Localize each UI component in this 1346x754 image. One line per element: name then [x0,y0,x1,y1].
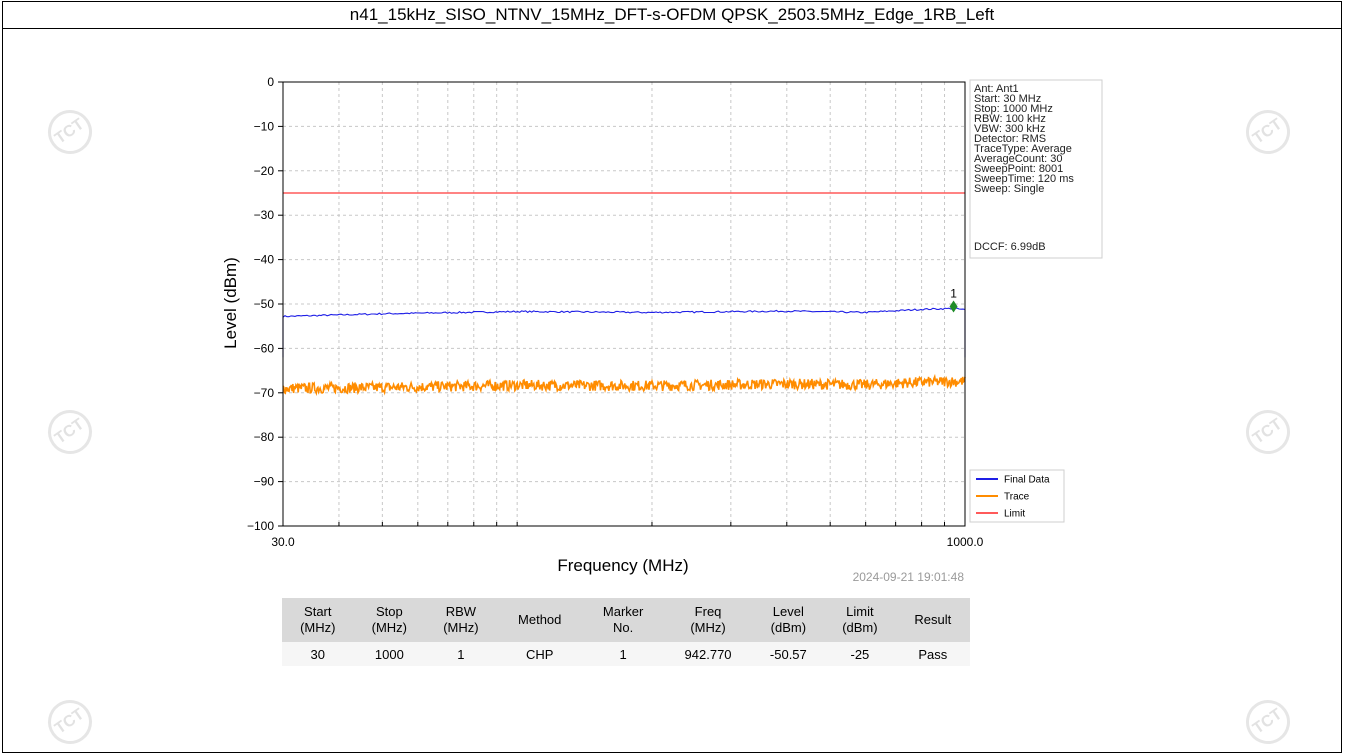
y-tick-label: 0 [267,75,274,89]
table-cell: -25 [824,642,896,666]
table-cell: 30 [282,642,354,666]
info-line: Detector: RMS [974,133,1046,145]
marker-label: 1 [950,287,957,301]
y-tick-label: −100 [247,519,274,533]
y-tick-label: −30 [254,208,275,222]
table-cell: 1 [425,642,497,666]
trace-series-line [282,373,966,397]
page-title: n41_15kHz_SISO_NTNV_15MHz_DFT-s-OFDM QPS… [349,5,995,24]
marker-diamond [949,300,958,313]
info-line: SweepPoint: 8001 [974,163,1063,175]
table-header-cell: Method [496,598,583,642]
y-axis-title: Level (dBm) [221,257,240,349]
info-line: VBW: 300 kHz [974,123,1045,135]
title-row: n41_15kHz_SISO_NTNV_15MHz_DFT-s-OFDM QPS… [2,1,1342,29]
info-line: RBW: 100 kHz [974,113,1046,125]
info-line: TraceType: Average [974,143,1072,155]
final-data-series-line [282,307,966,318]
table-header-cell: Marker No. [582,598,664,642]
legend-label: Trace [1004,492,1030,503]
info-box [969,79,1103,259]
info-line: SweepTime: 120 ms [974,173,1074,185]
table-header-cell: Freq (MHz) [663,598,753,642]
info-line: AverageCount: 30 [974,153,1062,165]
info-line: Stop: 1000 MHz [974,103,1053,115]
result-table: Start (MHz) Stop (MHz) RBW (MHz) Method Mark… [282,598,970,666]
table-header-cell: RBW (MHz) [425,598,497,642]
legend-label: Final Data [1004,475,1050,486]
table-header-cell: Level (dBm) [752,598,825,642]
grid-layer [283,81,965,527]
y-tick-label: −50 [254,297,275,311]
info-line: Start: 30 MHz [974,93,1041,105]
axis-layer: 0 −10 −20 −30 −40 −50 −60 −70 −80 −90 −100 30.0 1000… [247,75,984,549]
legend-label: Limit [1004,509,1025,520]
legend: Final Data Trace Limit [976,475,1050,520]
info-line: Sweep: Single [974,183,1044,195]
table-cell: Pass [895,642,970,666]
timestamp: 2024-09-21 19:01:48 [853,570,965,584]
table-header-cell: Start (MHz) [282,598,354,642]
y-tick-label: −90 [254,475,275,489]
table-cell: -50.57 [752,642,825,666]
table-cell: 1000 [353,642,426,666]
y-tick-label: −40 [254,253,275,267]
y-tick-label: −80 [254,430,275,444]
table-header-cell: Stop (MHz) [353,598,426,642]
dccf-label: DCCF: 6.99dB [974,241,1046,253]
y-tick-label: −60 [254,341,275,355]
y-tick-label: −70 [254,386,275,400]
result-table-header: Start (MHz) Stop (MHz) RBW (MHz) Method Mark… [282,598,970,642]
table-header-cell: Result [895,598,970,642]
table-cell: CHP [496,642,583,666]
x-tick-label: 1000.0 [947,535,984,549]
table-header-cell: Limit (dBm) [824,598,896,642]
series-layer: 1 [282,192,966,397]
table-row: 30 1000 1 CHP 1 942.770 -50.57 -25 Pass [282,642,970,666]
x-tick-label: 30.0 [271,535,295,549]
x-axis-title: Frequency (MHz) [557,556,688,575]
table-cell: 942.770 [663,642,753,666]
y-tick-label: −20 [254,164,275,178]
info-line: Ant: Ant1 [974,83,1019,95]
table-cell: 1 [582,642,664,666]
y-tick-label: −10 [254,119,275,133]
